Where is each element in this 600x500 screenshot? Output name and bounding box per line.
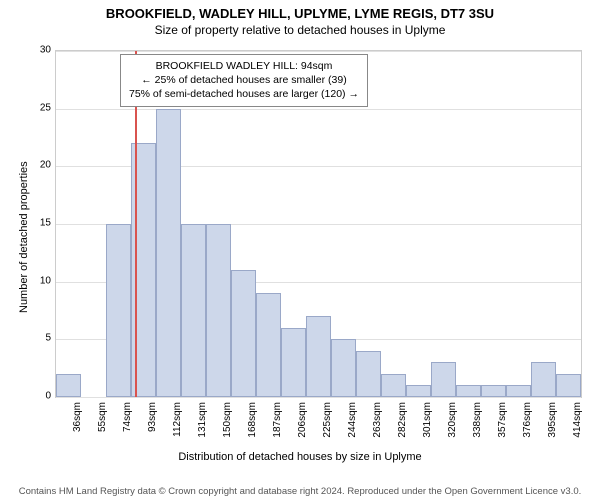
x-tick-label: 301sqm	[422, 402, 433, 438]
histogram-bar	[331, 339, 356, 397]
histogram-bar	[231, 270, 256, 397]
histogram-bar	[306, 316, 331, 397]
histogram-bar	[56, 374, 81, 397]
histogram-bar	[406, 385, 431, 397]
x-tick-label: 338sqm	[472, 402, 483, 438]
histogram-bar	[556, 374, 581, 397]
x-tick-label: 244sqm	[347, 402, 358, 438]
x-tick-label: 395sqm	[547, 402, 558, 438]
x-tick-label: 93sqm	[147, 402, 158, 432]
histogram-bar	[481, 385, 506, 397]
chart-subtitle: Size of property relative to detached ho…	[0, 21, 600, 37]
x-tick-label: 74sqm	[122, 402, 133, 432]
histogram-bar	[506, 385, 531, 397]
x-axis-label: Distribution of detached houses by size …	[0, 451, 600, 463]
x-tick-label: 320sqm	[447, 402, 458, 438]
histogram-bar	[281, 328, 306, 397]
x-tick-label: 55sqm	[97, 402, 108, 432]
y-tick-label: 30	[29, 45, 51, 56]
y-tick-label: 0	[29, 391, 51, 402]
y-tick-label: 5	[29, 333, 51, 344]
histogram-bar	[256, 293, 281, 397]
annotation-line-2: ← 25% of detached houses are smaller (39…	[129, 73, 359, 87]
y-tick-label: 25	[29, 102, 51, 113]
y-tick-label: 10	[29, 275, 51, 286]
x-tick-label: 150sqm	[222, 402, 233, 438]
x-tick-label: 414sqm	[572, 402, 583, 438]
x-tick-label: 168sqm	[247, 402, 258, 438]
histogram-bar	[531, 362, 556, 397]
x-tick-label: 357sqm	[497, 402, 508, 438]
x-tick-label: 206sqm	[297, 402, 308, 438]
x-tick-label: 263sqm	[372, 402, 383, 438]
x-tick-label: 36sqm	[72, 402, 83, 432]
gridline	[56, 397, 581, 398]
y-tick-label: 15	[29, 218, 51, 229]
histogram-bar	[381, 374, 406, 397]
histogram-bar	[431, 362, 456, 397]
histogram-bar	[206, 224, 231, 397]
chart-container: BROOKFIELD, WADLEY HILL, UPLYME, LYME RE…	[0, 0, 600, 500]
annotation-box: BROOKFIELD WADLEY HILL: 94sqm ← 25% of d…	[120, 54, 368, 107]
histogram-bar	[456, 385, 481, 397]
y-tick-label: 20	[29, 160, 51, 171]
histogram-bar	[356, 351, 381, 397]
x-tick-label: 282sqm	[397, 402, 408, 438]
x-tick-label: 376sqm	[522, 402, 533, 438]
chart-title: BROOKFIELD, WADLEY HILL, UPLYME, LYME RE…	[0, 0, 600, 21]
y-axis-label: Number of detached properties	[18, 161, 30, 313]
histogram-bar	[106, 224, 131, 397]
x-tick-label: 187sqm	[272, 402, 283, 438]
x-tick-label: 112sqm	[172, 402, 183, 437]
x-tick-label: 131sqm	[197, 402, 208, 438]
attribution-text: Contains HM Land Registry data © Crown c…	[0, 486, 600, 497]
histogram-bar	[181, 224, 206, 397]
annotation-line-1: BROOKFIELD WADLEY HILL: 94sqm	[129, 59, 359, 73]
annotation-line-3: 75% of semi-detached houses are larger (…	[129, 87, 359, 101]
histogram-bar	[156, 109, 181, 397]
x-tick-label: 225sqm	[322, 402, 333, 438]
